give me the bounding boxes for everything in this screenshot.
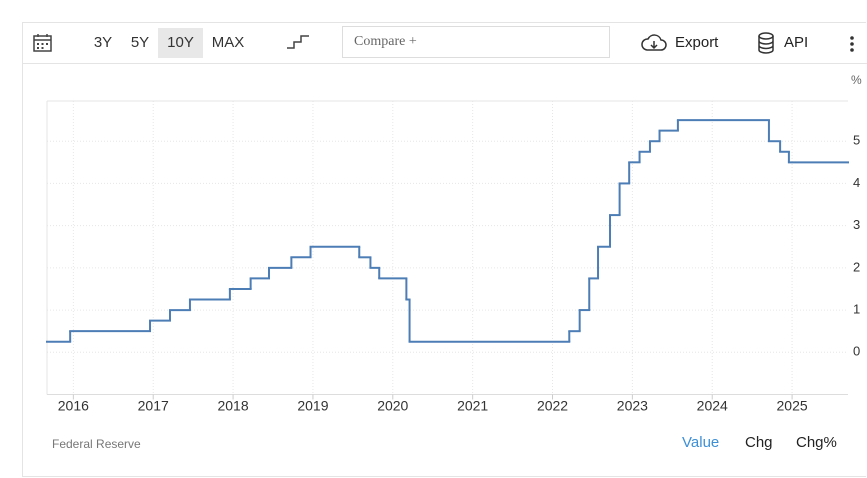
- y-tick-label: 2: [853, 259, 860, 274]
- api-button[interactable]: API: [784, 34, 809, 51]
- export-icon[interactable]: [641, 33, 667, 53]
- chgpct-tab[interactable]: Chg%: [796, 434, 837, 451]
- frame: [22, 22, 866, 477]
- range-button[interactable]: 5Y: [130, 34, 150, 51]
- toolbar: 3Y 5Y 10Y MAX Compare + Export API: [22, 22, 867, 64]
- x-tick-label: 2018: [217, 398, 248, 414]
- chg-tab[interactable]: Chg: [745, 434, 773, 451]
- y-unit: %: [851, 73, 862, 87]
- x-tick-label: 2023: [617, 398, 648, 414]
- export-button[interactable]: Export: [675, 34, 719, 51]
- x-tick-label: 2021: [457, 398, 488, 414]
- x-tick-label: 2017: [138, 398, 169, 414]
- api-icon[interactable]: [757, 32, 775, 54]
- value-tab[interactable]: Value: [682, 434, 720, 451]
- range-button[interactable]: 3Y: [93, 34, 113, 51]
- chart-type-icon[interactable]: [286, 34, 310, 50]
- range-button[interactable]: 10Y: [158, 28, 203, 58]
- x-tick-label: 2019: [297, 398, 328, 414]
- y-tick-label: 0: [853, 344, 860, 359]
- y-tick-label: 5: [853, 133, 860, 148]
- calendar-icon[interactable]: [33, 33, 53, 53]
- y-tick-label: 1: [853, 302, 860, 317]
- source: Federal Reserve: [52, 437, 141, 451]
- compare-input[interactable]: Compare +: [342, 26, 610, 58]
- x-tick-label: 2020: [377, 398, 408, 414]
- range-button[interactable]: MAX: [211, 34, 245, 51]
- x-tick-label: 2024: [697, 398, 728, 414]
- x-tick-label: 2025: [777, 398, 808, 414]
- y-tick-label: 4: [853, 175, 860, 190]
- x-tick-label: 2016: [58, 398, 89, 414]
- x-tick-label: 2022: [537, 398, 568, 414]
- menu-icon[interactable]: [849, 35, 855, 53]
- y-tick-label: 3: [853, 217, 860, 232]
